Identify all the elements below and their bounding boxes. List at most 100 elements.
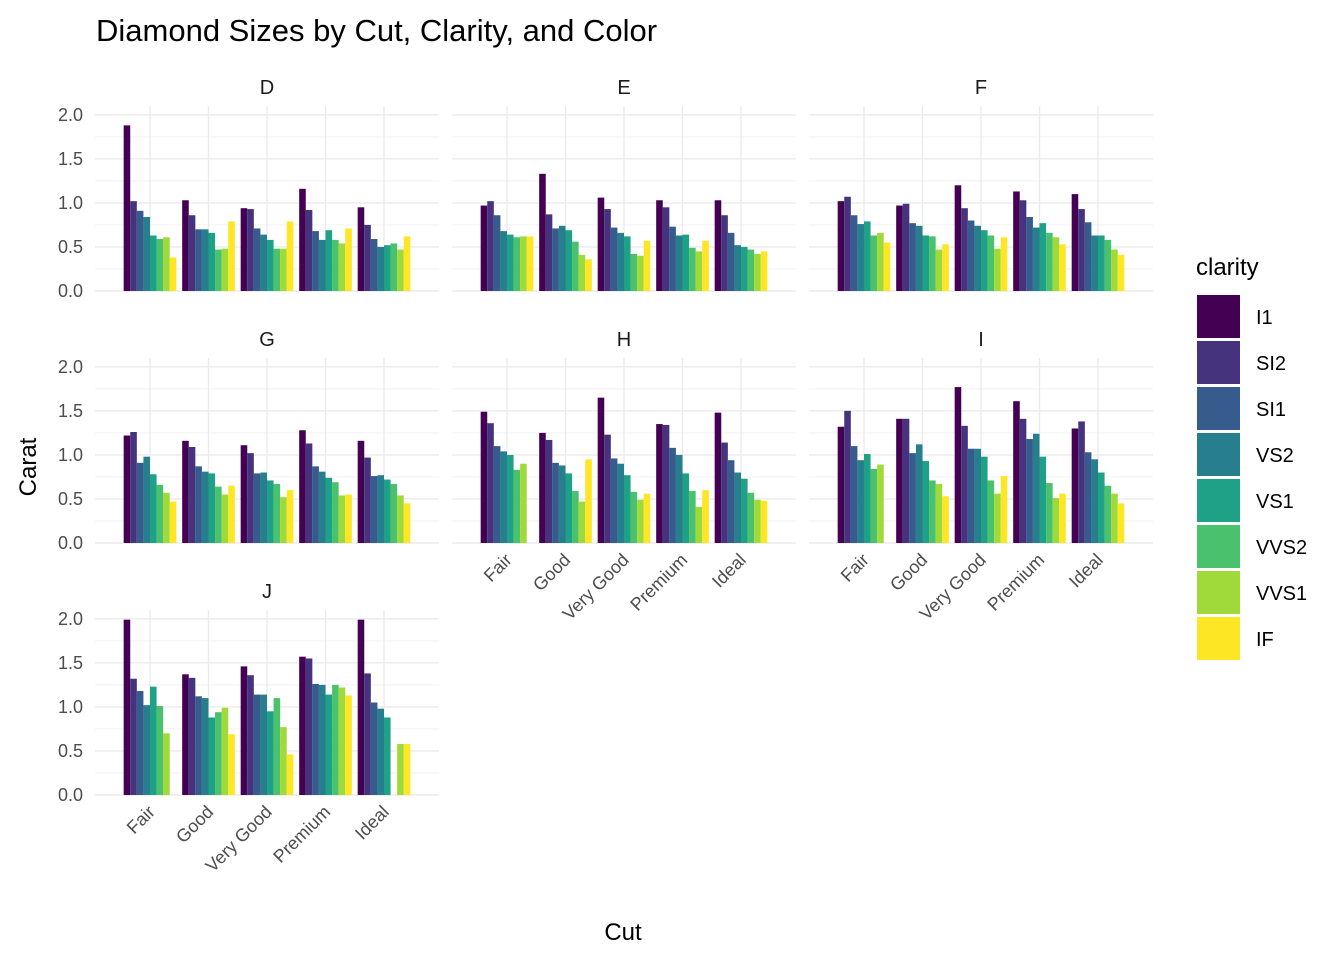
bar-premium-vvs1 bbox=[695, 251, 703, 291]
bar-fair-vs1 bbox=[863, 221, 871, 291]
bar-very-good-si1 bbox=[967, 448, 975, 543]
x-tick-label: Good bbox=[529, 550, 574, 595]
bar-ideal-vvs1 bbox=[754, 254, 761, 291]
facet-label: D bbox=[260, 77, 274, 99]
bar-premium-vs2 bbox=[318, 239, 326, 291]
bar-premium-vvs2 bbox=[332, 239, 339, 291]
bar-premium-if bbox=[702, 490, 709, 543]
y-tick-label: 0.0 bbox=[58, 533, 83, 553]
y-tick-label: 0.5 bbox=[58, 741, 83, 761]
bar-fair-if bbox=[169, 257, 177, 291]
bar-ideal-if bbox=[403, 236, 411, 291]
bar-premium-vvs1 bbox=[695, 506, 703, 543]
bar-premium-i1 bbox=[1013, 401, 1020, 543]
y-tick-label: 1.5 bbox=[58, 401, 83, 421]
bar-very-good-i1 bbox=[597, 397, 605, 543]
bar-premium-vvs1 bbox=[338, 495, 346, 543]
x-tick-label: Ideal bbox=[1065, 550, 1107, 592]
bar-fair-vs1 bbox=[863, 454, 871, 543]
bar-ideal-vs2 bbox=[377, 246, 385, 291]
bar-fair-vvs2 bbox=[870, 235, 878, 291]
bar-ideal-vs1 bbox=[384, 717, 391, 795]
bar-good-si2 bbox=[545, 214, 553, 291]
bar-fair-vvs1 bbox=[163, 237, 170, 291]
bar-fair-si1 bbox=[493, 215, 501, 291]
bar-fair-vvs2 bbox=[513, 237, 521, 291]
bar-good-vvs2 bbox=[929, 480, 936, 543]
bar-very-good-i1 bbox=[240, 666, 248, 795]
bar-very-good-i1 bbox=[240, 445, 248, 543]
bar-good-si1 bbox=[552, 462, 559, 543]
y-tick-label: 2.0 bbox=[58, 105, 83, 125]
bar-fair-i1 bbox=[837, 426, 845, 543]
bar-ideal-i1 bbox=[357, 440, 365, 543]
bar-very-good-if bbox=[286, 490, 294, 543]
bar-very-good-if bbox=[643, 240, 651, 291]
bar-very-good-vvs2 bbox=[273, 483, 281, 543]
bar-good-if bbox=[228, 734, 235, 795]
bar-premium-i1 bbox=[299, 656, 306, 795]
bar-premium-vvs1 bbox=[338, 687, 346, 795]
bar-premium-si1 bbox=[669, 226, 676, 291]
bar-very-good-vvs2 bbox=[273, 698, 281, 795]
bar-premium-si2 bbox=[662, 424, 670, 543]
bar-premium-vs2 bbox=[1032, 433, 1040, 543]
bar-ideal-if bbox=[760, 251, 768, 291]
bar-good-si1 bbox=[909, 223, 916, 291]
y-tick-label: 1.0 bbox=[58, 697, 83, 717]
bar-ideal-vs2 bbox=[377, 708, 385, 795]
facet-label: F bbox=[975, 77, 987, 99]
bar-ideal-vs1 bbox=[741, 478, 748, 543]
bar-fair-si1 bbox=[850, 215, 858, 291]
bar-premium-si2 bbox=[1019, 418, 1027, 543]
bar-fair-vs2 bbox=[500, 231, 507, 291]
bar-ideal-vvs2 bbox=[390, 483, 398, 543]
facet-panels: D 0.0 0.5 1.0 1.5 2.0 E F G 0.0 0.5 1.0 1.5 2.0 H Fair G… bbox=[58, 77, 1153, 876]
x-tick-label: Ideal bbox=[708, 550, 750, 592]
bar-good-si2 bbox=[188, 446, 196, 543]
bar-ideal-vs2 bbox=[734, 472, 742, 543]
bar-fair-vs1 bbox=[149, 235, 157, 291]
bar-good-vvs2 bbox=[572, 491, 579, 543]
bar-fair-si2 bbox=[844, 410, 851, 543]
bar-ideal-si2 bbox=[364, 457, 371, 543]
bar-very-good-vvs2 bbox=[630, 254, 638, 291]
bar-ideal-vs2 bbox=[1091, 459, 1099, 543]
legend: clarity I1 SI2 SI1 VS2 VS1 VVS2 VVS1 IF bbox=[1196, 254, 1307, 660]
bar-good-vvs1 bbox=[935, 249, 943, 291]
bar-good-vvs1 bbox=[935, 483, 943, 543]
bar-very-good-vs1 bbox=[267, 711, 274, 795]
bar-ideal-if bbox=[760, 500, 768, 543]
legend-swatch-vvs1 bbox=[1197, 571, 1240, 614]
facet-label: H bbox=[617, 329, 631, 351]
bar-premium-si1 bbox=[312, 684, 319, 795]
bar-fair-vvs1 bbox=[163, 492, 170, 543]
bar-ideal-si2 bbox=[1078, 421, 1085, 543]
bar-fair-vs1 bbox=[149, 474, 157, 543]
bar-premium-vvs2 bbox=[1046, 483, 1053, 543]
bar-ideal-vs2 bbox=[734, 245, 742, 291]
bar-fair-i1 bbox=[837, 201, 845, 291]
bar-premium-vs1 bbox=[682, 473, 690, 543]
bar-fair-vs2 bbox=[857, 460, 864, 543]
bar-premium-i1 bbox=[299, 188, 306, 291]
bar-good-si2 bbox=[545, 439, 553, 543]
bar-very-good-si1 bbox=[253, 694, 261, 795]
bar-very-good-i1 bbox=[954, 185, 962, 291]
bar-premium-si2 bbox=[662, 207, 670, 291]
bar-good-i1 bbox=[896, 418, 903, 543]
y-tick-label: 2.0 bbox=[58, 357, 83, 377]
bar-premium-si2 bbox=[1019, 200, 1027, 291]
bar-premium-vvs2 bbox=[1046, 232, 1053, 291]
bar-premium-vs2 bbox=[675, 454, 683, 543]
bar-ideal-vvs1 bbox=[397, 249, 404, 291]
bar-ideal-si1 bbox=[1084, 222, 1092, 291]
bar-very-good-si1 bbox=[253, 473, 261, 543]
bar-good-vvs2 bbox=[572, 241, 579, 291]
bar-premium-si1 bbox=[1026, 439, 1033, 543]
bar-premium-vs1 bbox=[682, 234, 690, 291]
bar-very-good-vvs1 bbox=[994, 493, 1001, 543]
bar-premium-si1 bbox=[312, 231, 319, 291]
